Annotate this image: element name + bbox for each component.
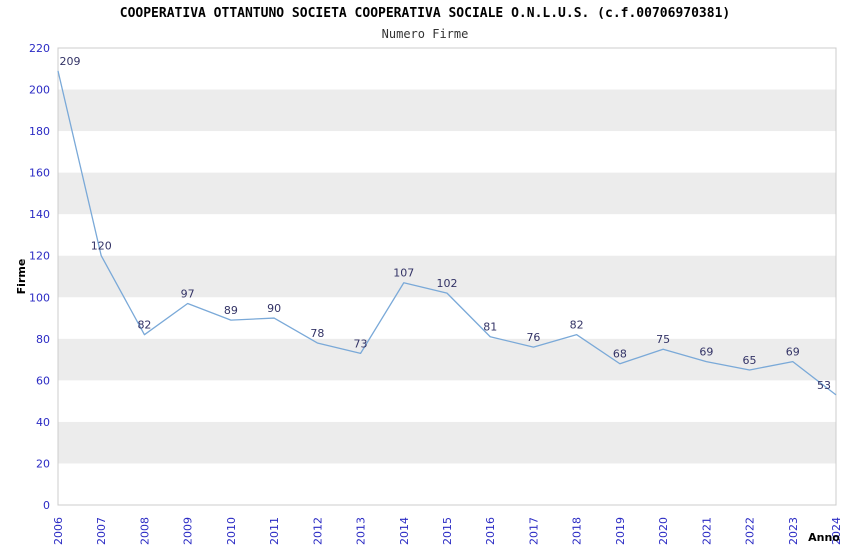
data-point-label: 90 [267, 302, 281, 315]
plot-band [58, 421, 836, 464]
data-point-label: 73 [354, 337, 368, 350]
data-line [57, 70, 837, 396]
plot-band [58, 338, 836, 381]
data-point-label: 69 [786, 346, 800, 359]
plot-band [58, 172, 836, 215]
data-point-label: 53 [817, 379, 831, 392]
data-point-label: 68 [613, 348, 627, 361]
data-point-label: 78 [310, 327, 324, 340]
x-axis-label: Anno [808, 531, 840, 544]
data-point-label: 81 [483, 321, 497, 334]
data-point-label: 82 [570, 319, 584, 332]
x-tick-label: 2015 [441, 517, 454, 545]
x-tick-label: 2009 [182, 517, 195, 545]
x-tick-label: 2010 [225, 517, 238, 545]
x-tick-label: 2019 [614, 517, 627, 545]
plot-band [58, 89, 836, 132]
x-tick-label: 2021 [700, 517, 713, 545]
plot-band [58, 255, 836, 298]
y-tick-label: 120 [29, 250, 50, 263]
x-tick-label: 2011 [268, 517, 281, 545]
x-tick-label: 2022 [744, 517, 757, 545]
data-point-label: 75 [656, 333, 670, 346]
x-tick-label: 2020 [657, 517, 670, 545]
y-tick-label: 220 [29, 42, 50, 55]
x-tick-label: 2012 [311, 517, 324, 545]
y-tick-label: 140 [29, 208, 50, 221]
x-tick-label: 2018 [571, 517, 584, 545]
data-point-label: 97 [181, 288, 195, 301]
plot-border [57, 47, 837, 506]
x-tick-label: 2016 [484, 517, 497, 545]
x-tick-label: 2013 [355, 517, 368, 545]
y-tick-label: 180 [29, 125, 50, 138]
y-axis-label: Firme [15, 259, 28, 295]
y-tick-label: 160 [29, 167, 50, 180]
y-tick-label: 200 [29, 84, 50, 97]
x-tick-label: 2017 [527, 517, 540, 545]
x-tick-label: 2024 [830, 517, 843, 545]
chart-subtitle: Numero Firme [381, 27, 469, 41]
chart-title: COOPERATIVA OTTANTUNO SOCIETA COOPERATIV… [119, 6, 731, 21]
x-tick-label: 2007 [95, 517, 108, 545]
data-point-label: 65 [743, 354, 757, 367]
y-tick-label: 20 [36, 457, 50, 470]
y-tick-label: 40 [36, 416, 50, 429]
x-tick-label: 2014 [398, 517, 411, 545]
y-tick-label: 0 [43, 499, 50, 512]
data-point-label: 76 [526, 331, 540, 344]
data-point-label: 120 [91, 240, 112, 253]
x-tick-label: 2006 [52, 517, 65, 545]
data-point-label: 102 [437, 277, 458, 290]
data-point-label: 89 [224, 304, 238, 317]
y-tick-label: 100 [29, 291, 50, 304]
y-tick-label: 60 [36, 374, 50, 387]
data-point-label: 107 [393, 267, 414, 280]
data-point-label: 69 [699, 346, 713, 359]
x-tick-label: 2023 [787, 517, 800, 545]
data-point-label: 82 [137, 319, 151, 332]
data-point-label: 209 [60, 55, 81, 68]
x-tick-label: 2008 [138, 517, 151, 545]
y-tick-label: 80 [36, 333, 50, 346]
